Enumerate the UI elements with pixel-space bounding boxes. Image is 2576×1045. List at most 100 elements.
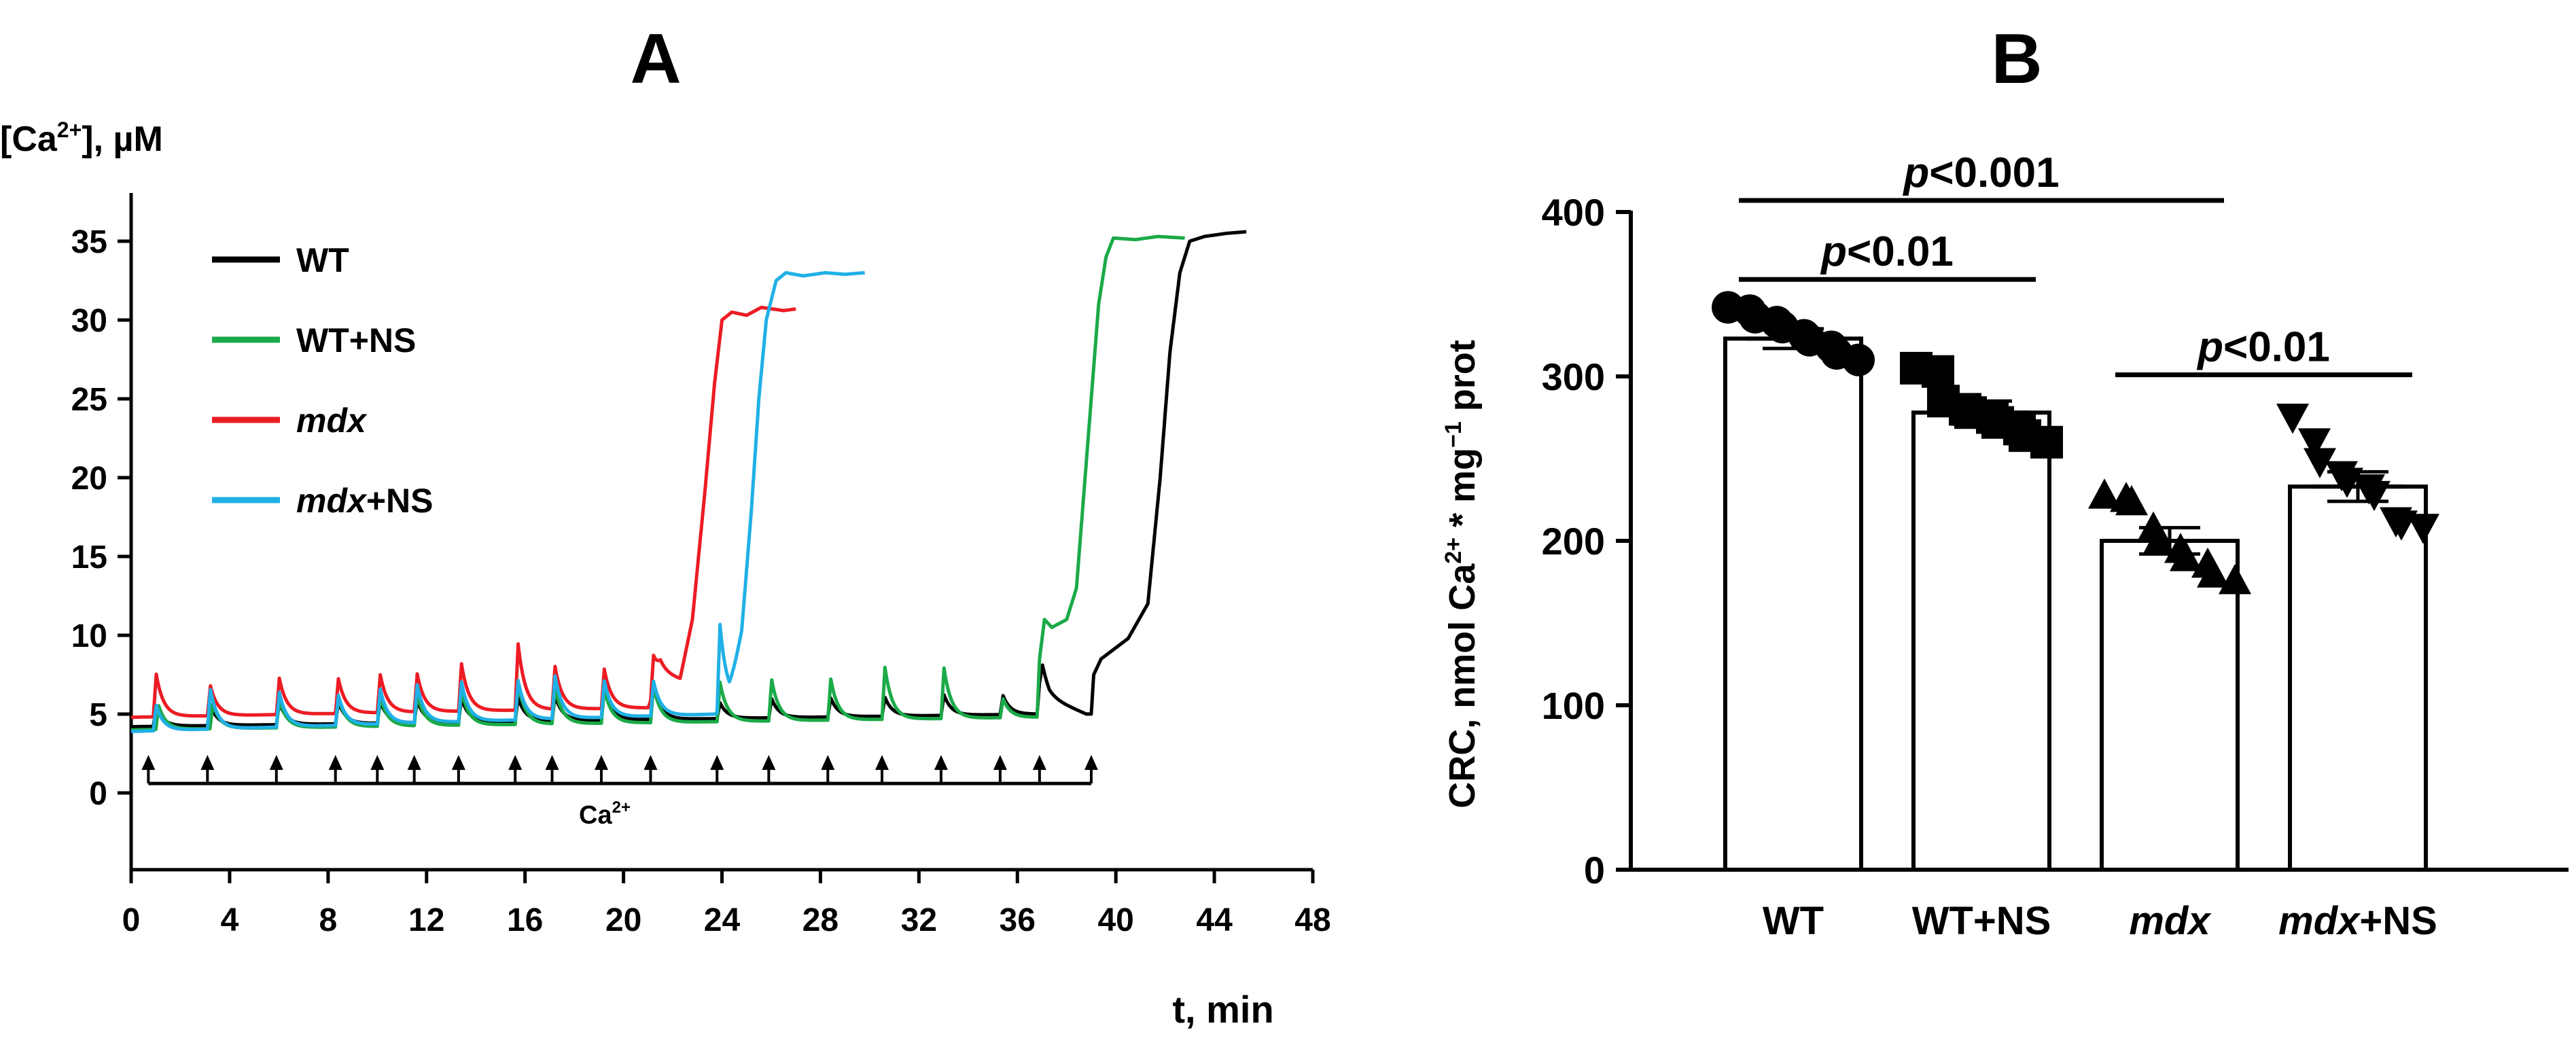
panel-a-y-tick-label: 15: [71, 539, 107, 575]
significance-label-p: p: [1820, 228, 1847, 275]
addition-arrow-head: [407, 755, 421, 771]
bar-wt: [1723, 336, 1863, 872]
significance-label-p: p: [1902, 149, 1929, 196]
panel-b-y-tick-label: 0: [1584, 849, 1605, 891]
series-line-wt-plus-ns: [130, 234, 1186, 732]
data-point-triangle-down: [2298, 428, 2331, 459]
significance-label: p<0.001: [1902, 149, 2059, 196]
addition-arrow-head: [643, 755, 658, 771]
panel-a-y-tick-label: 30: [71, 303, 107, 339]
legend-label-italic: mdx: [296, 482, 368, 520]
data-point-square: [1922, 355, 1954, 388]
addition-arrow-head: [269, 755, 283, 771]
addition-arrow-head: [451, 755, 465, 771]
legend-label-italic: mdx: [296, 402, 368, 440]
category-label: mdx: [2129, 899, 2212, 943]
series-line-wt: [130, 230, 1248, 729]
panel-a-addition-arrows: [141, 755, 1098, 785]
panel-a-x-tick-label: 44: [1196, 902, 1233, 938]
category-label-plain: WT+NS: [1912, 899, 2051, 943]
panel-a-series: [130, 230, 1248, 733]
panel-a-x-tick-label: 0: [122, 902, 141, 938]
panel-a-y-tick-label: 20: [71, 461, 107, 497]
panel-b-label: B: [1991, 20, 2042, 99]
panel-a-x-tick-label: 12: [408, 902, 444, 938]
category-label-italic: mdx: [2129, 899, 2212, 943]
legend-label: mdx: [296, 402, 368, 440]
legend-label: WT: [296, 241, 349, 279]
addition-arrow-head: [370, 755, 385, 771]
panel-a-x-tick-label: 36: [1000, 902, 1036, 938]
legend-label: mdx+NS: [296, 482, 433, 520]
data-point-square: [2030, 425, 2063, 459]
addition-arrow-head: [762, 755, 776, 771]
bar-mdx: [2100, 539, 2240, 872]
significance-label-value: <0.01: [1847, 228, 1954, 275]
legend-label-plain: WT+NS: [296, 321, 416, 359]
significance-label-value: <0.01: [2223, 324, 2330, 371]
significance-label-value: <0.001: [1929, 149, 2059, 196]
data-point-triangle-up: [2115, 484, 2148, 516]
data-point-circle: [1842, 343, 1875, 376]
addition-arrow-head: [545, 755, 559, 771]
panel-b: B CRC, nmol Ca2+ * mg−1 prot 0 100 200 300 4…: [1441, 20, 2569, 943]
panel-a-x-tick-label: 20: [605, 902, 641, 938]
series-line-mdx-plus-ns: [130, 270, 866, 733]
legend-label: WT+NS: [296, 321, 416, 359]
addition-arrow-head: [710, 755, 724, 771]
addition-arrow-head: [875, 755, 889, 771]
panel-a-y-tick-label: 0: [89, 776, 107, 812]
panel-b-bars: WT WT+NS mdx mdx+NS: [1712, 291, 2439, 943]
significance-label: p<0.01: [1820, 228, 1954, 275]
category-label-italic: mdx: [2278, 899, 2361, 943]
panel-b-y-tick-label: 100: [1542, 684, 1605, 727]
bar-mdx-plus-ns: [2288, 484, 2428, 872]
panel-b-y-tick-label: 400: [1542, 191, 1605, 234]
panel-a-x-tick-label: 8: [319, 902, 337, 938]
addition-arrow-head: [141, 755, 156, 771]
panel-a-x-axis-label: t, min: [1172, 988, 1273, 1031]
panel-a-x-tick-label: 16: [507, 902, 543, 938]
panel-a-x-tick-label: 40: [1097, 902, 1133, 938]
panel-b-ticks: 0 100 200 300 400: [1542, 191, 1631, 891]
panel-a-y-tick-label: 5: [89, 697, 107, 733]
panel-a: A [Ca2+], µM 0 4 8 12 16 20 24 28 32 36 40 44 480510…: [0, 20, 1331, 1031]
category-label: mdx+NS: [2278, 899, 2437, 943]
addition-arrow-head: [1084, 755, 1098, 771]
category-label-plain: +NS: [2359, 899, 2437, 943]
legend-label-plain: WT: [296, 241, 349, 279]
data-point-triangle-down: [2304, 448, 2336, 478]
data-point-triangle-up: [2088, 478, 2121, 509]
legend-label-plain: +NS: [366, 482, 434, 520]
significance-label-p: p: [2196, 324, 2223, 371]
category-label: WT+NS: [1912, 899, 2051, 943]
category-label-plain: WT: [1763, 899, 1824, 943]
panel-b-y-tick-label: 200: [1542, 520, 1605, 563]
category-label: WT: [1763, 899, 1824, 943]
panel-a-x-tick-label: 4: [221, 902, 239, 938]
addition-arrow-head: [200, 755, 215, 771]
data-point-triangle-down: [2276, 404, 2309, 434]
panel-b-y-tick-label: 300: [1542, 355, 1605, 398]
panel-a-y-axis-label: [Ca2+], µM: [0, 118, 163, 159]
data-point-triangle-up: [2219, 564, 2251, 595]
significance-label: p<0.01: [2196, 324, 2330, 371]
data-point-triangle-up: [2197, 557, 2229, 588]
addition-arrow-head: [1032, 755, 1046, 771]
series-line-mdx: [130, 305, 797, 720]
addition-arrow-head: [508, 755, 523, 771]
panel-a-additions-label: Ca2+: [579, 798, 631, 830]
panel-b-y-axis-label: CRC, nmol Ca2+ * mg−1 prot: [1441, 340, 1483, 809]
data-point-triangle-up: [2170, 541, 2202, 571]
panel-a-x-tick-label: 28: [802, 902, 839, 938]
addition-arrow-head: [328, 755, 342, 771]
data-point-triangle-down: [2407, 514, 2439, 544]
addition-arrow-head: [821, 755, 835, 771]
panel-a-y-tick-label: 25: [71, 382, 107, 418]
panel-a-x-tick-label: 24: [704, 902, 741, 938]
panel-a-y-tick-label: 35: [71, 224, 107, 260]
panel-a-label: A: [630, 20, 681, 99]
